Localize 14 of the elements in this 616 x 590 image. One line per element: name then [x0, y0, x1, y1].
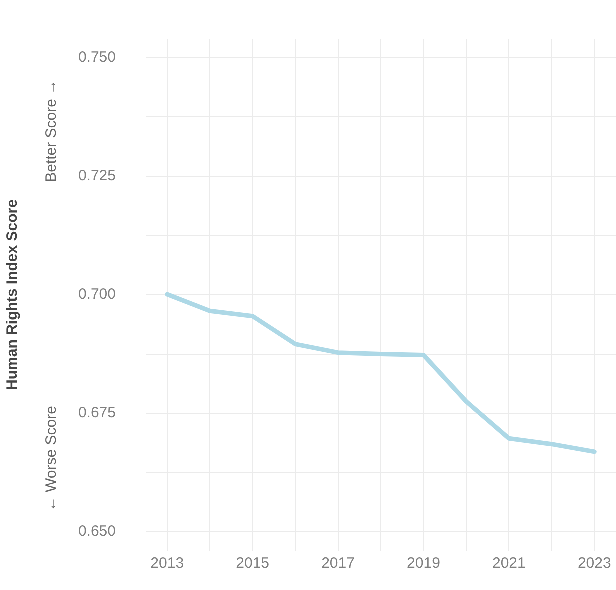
y-tick-label: 0.675 [78, 404, 116, 422]
y-tick-label: 0.750 [78, 49, 116, 66]
x-tick-label: 2013 [150, 555, 184, 572]
y-axis-title: Human Rights Index Score [4, 200, 22, 390]
y-tick-label: 0.725 [78, 168, 116, 185]
x-tick-label: 2021 [492, 555, 526, 572]
y-tick-label: 0.650 [78, 523, 116, 540]
x-tick-label: 2019 [407, 555, 440, 572]
text: Better Score → [43, 80, 60, 182]
text: ← Worse Score [43, 406, 60, 512]
x-tick-label: 2023 [578, 555, 612, 572]
x-tick-label: 2017 [322, 555, 355, 572]
y-tick-label: 0.700 [78, 286, 116, 304]
x-tick-label: 2015 [236, 555, 270, 572]
